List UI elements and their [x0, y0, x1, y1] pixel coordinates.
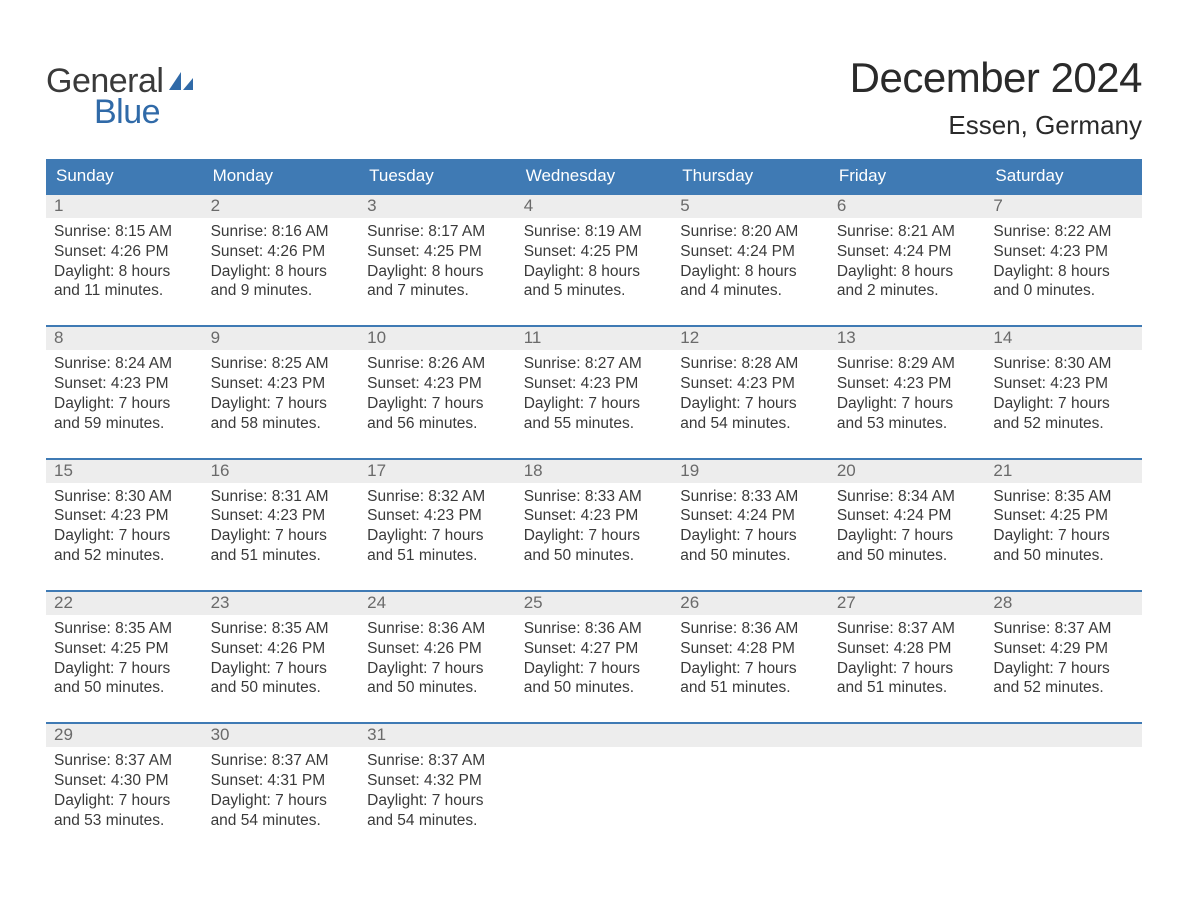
day-cell: Sunrise: 8:15 AMSunset: 4:26 PMDaylight:…: [46, 218, 203, 305]
day-number: [516, 724, 673, 747]
weekday-header: Friday: [829, 159, 986, 193]
day-cell: Sunrise: 8:37 AMSunset: 4:32 PMDaylight:…: [359, 747, 516, 834]
weekday-header: Wednesday: [516, 159, 673, 193]
day-number: [672, 724, 829, 747]
location: Essen, Germany: [850, 110, 1142, 141]
day-number: 10: [359, 327, 516, 350]
title-block: December 2024 Essen, Germany: [850, 54, 1142, 141]
day-number: 13: [829, 327, 986, 350]
month-title: December 2024: [850, 54, 1142, 102]
day-number: 29: [46, 724, 203, 747]
day-number: 22: [46, 592, 203, 615]
weekday-header: Tuesday: [359, 159, 516, 193]
day-cell: Sunrise: 8:33 AMSunset: 4:24 PMDaylight:…: [672, 483, 829, 570]
day-cell: Sunrise: 8:22 AMSunset: 4:23 PMDaylight:…: [985, 218, 1142, 305]
day-number: 21: [985, 460, 1142, 483]
day-cell: Sunrise: 8:35 AMSunset: 4:25 PMDaylight:…: [46, 615, 203, 702]
day-number: 23: [203, 592, 360, 615]
day-cell: Sunrise: 8:34 AMSunset: 4:24 PMDaylight:…: [829, 483, 986, 570]
day-number: 17: [359, 460, 516, 483]
day-number: 5: [672, 195, 829, 218]
day-cell: Sunrise: 8:37 AMSunset: 4:29 PMDaylight:…: [985, 615, 1142, 702]
header: General Blue December 2024 Essen, German…: [46, 54, 1142, 141]
day-number: 31: [359, 724, 516, 747]
day-number-strip: 15161718192021: [46, 460, 1142, 483]
weekday-header: Thursday: [672, 159, 829, 193]
day-cell: Sunrise: 8:30 AMSunset: 4:23 PMDaylight:…: [46, 483, 203, 570]
day-number-strip: 1234567: [46, 195, 1142, 218]
day-number: 30: [203, 724, 360, 747]
day-cell: Sunrise: 8:33 AMSunset: 4:23 PMDaylight:…: [516, 483, 673, 570]
day-cell: Sunrise: 8:25 AMSunset: 4:23 PMDaylight:…: [203, 350, 360, 437]
day-cell: Sunrise: 8:30 AMSunset: 4:23 PMDaylight:…: [985, 350, 1142, 437]
sail-icon: [167, 70, 195, 92]
day-cell: Sunrise: 8:37 AMSunset: 4:30 PMDaylight:…: [46, 747, 203, 834]
day-number: 28: [985, 592, 1142, 615]
brand-logo: General Blue: [46, 62, 195, 132]
day-number: 15: [46, 460, 203, 483]
week-row: 1234567Sunrise: 8:15 AMSunset: 4:26 PMDa…: [46, 193, 1142, 305]
weekday-header: Saturday: [985, 159, 1142, 193]
day-number: 4: [516, 195, 673, 218]
calendar: SundayMondayTuesdayWednesdayThursdayFrid…: [46, 159, 1142, 835]
day-number: 19: [672, 460, 829, 483]
day-number: [829, 724, 986, 747]
week-row: 15161718192021Sunrise: 8:30 AMSunset: 4:…: [46, 458, 1142, 570]
day-cell: Sunrise: 8:37 AMSunset: 4:31 PMDaylight:…: [203, 747, 360, 834]
day-number: 7: [985, 195, 1142, 218]
week-row: 22232425262728Sunrise: 8:35 AMSunset: 4:…: [46, 590, 1142, 702]
day-cell: Sunrise: 8:31 AMSunset: 4:23 PMDaylight:…: [203, 483, 360, 570]
day-number: 27: [829, 592, 986, 615]
day-number: 25: [516, 592, 673, 615]
day-number: 11: [516, 327, 673, 350]
day-number: [985, 724, 1142, 747]
day-number: 9: [203, 327, 360, 350]
week-row: 293031 Sunrise: 8:37 AMSunset: 4:30 PMDa…: [46, 722, 1142, 834]
day-cell: Sunrise: 8:21 AMSunset: 4:24 PMDaylight:…: [829, 218, 986, 305]
weekday-header: Sunday: [46, 159, 203, 193]
day-cell: Sunrise: 8:36 AMSunset: 4:28 PMDaylight:…: [672, 615, 829, 702]
day-number-strip: 293031: [46, 724, 1142, 747]
day-number: 26: [672, 592, 829, 615]
day-cell: Sunrise: 8:29 AMSunset: 4:23 PMDaylight:…: [829, 350, 986, 437]
day-cell: Sunrise: 8:36 AMSunset: 4:27 PMDaylight:…: [516, 615, 673, 702]
day-number: 14: [985, 327, 1142, 350]
day-number-strip: 22232425262728: [46, 592, 1142, 615]
day-cell: Sunrise: 8:36 AMSunset: 4:26 PMDaylight:…: [359, 615, 516, 702]
day-number: 3: [359, 195, 516, 218]
day-cell: Sunrise: 8:35 AMSunset: 4:25 PMDaylight:…: [985, 483, 1142, 570]
day-number: 18: [516, 460, 673, 483]
weekday-header: Monday: [203, 159, 360, 193]
day-cell: Sunrise: 8:32 AMSunset: 4:23 PMDaylight:…: [359, 483, 516, 570]
day-cell: Sunrise: 8:26 AMSunset: 4:23 PMDaylight:…: [359, 350, 516, 437]
day-number: 20: [829, 460, 986, 483]
day-number: 24: [359, 592, 516, 615]
weekday-header-row: SundayMondayTuesdayWednesdayThursdayFrid…: [46, 159, 1142, 193]
day-cell: Sunrise: 8:16 AMSunset: 4:26 PMDaylight:…: [203, 218, 360, 305]
day-number: 16: [203, 460, 360, 483]
day-cell: Sunrise: 8:27 AMSunset: 4:23 PMDaylight:…: [516, 350, 673, 437]
day-cell: Sunrise: 8:17 AMSunset: 4:25 PMDaylight:…: [359, 218, 516, 305]
day-number: 12: [672, 327, 829, 350]
day-cell: Sunrise: 8:35 AMSunset: 4:26 PMDaylight:…: [203, 615, 360, 702]
week-row: 891011121314Sunrise: 8:24 AMSunset: 4:23…: [46, 325, 1142, 437]
day-number: 8: [46, 327, 203, 350]
day-cell: Sunrise: 8:20 AMSunset: 4:24 PMDaylight:…: [672, 218, 829, 305]
day-number: 1: [46, 195, 203, 218]
day-cell: Sunrise: 8:24 AMSunset: 4:23 PMDaylight:…: [46, 350, 203, 437]
day-cell: Sunrise: 8:19 AMSunset: 4:25 PMDaylight:…: [516, 218, 673, 305]
day-number: 2: [203, 195, 360, 218]
brand-word-2: Blue: [94, 93, 195, 132]
day-cell: Sunrise: 8:28 AMSunset: 4:23 PMDaylight:…: [672, 350, 829, 437]
day-cell: Sunrise: 8:37 AMSunset: 4:28 PMDaylight:…: [829, 615, 986, 702]
day-number: 6: [829, 195, 986, 218]
day-number-strip: 891011121314: [46, 327, 1142, 350]
